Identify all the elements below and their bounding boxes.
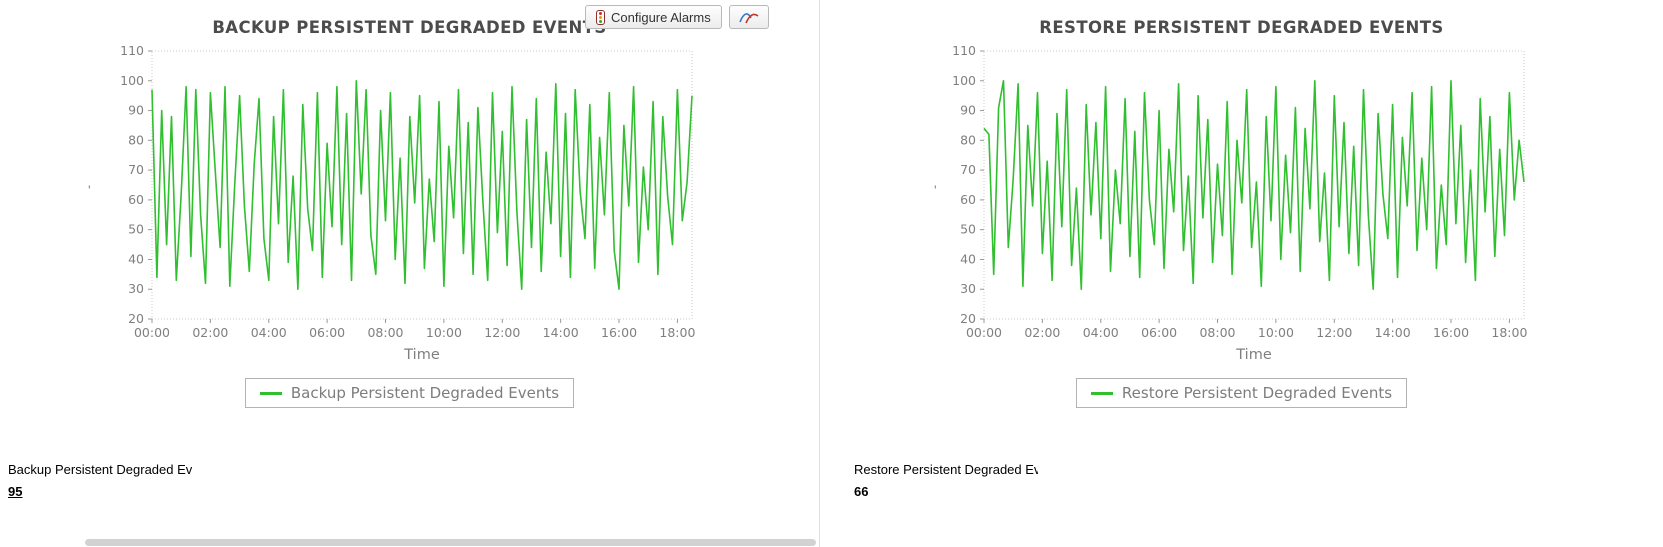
svg-text:30: 30 [128, 281, 144, 296]
svg-text:10:00: 10:00 [1258, 325, 1294, 340]
backup-footer-value-link[interactable]: 95 [8, 484, 23, 499]
svg-text:18:00: 18:00 [659, 325, 695, 340]
legend-label: Backup Persistent Degraded Events [290, 384, 560, 402]
restore-footer-value-link[interactable]: 66 [854, 484, 869, 499]
horizontal-scrollbar[interactable] [85, 539, 816, 546]
svg-text:30: 30 [960, 281, 976, 296]
svg-text:04:00: 04:00 [1083, 325, 1119, 340]
svg-text:08:00: 08:00 [1199, 325, 1235, 340]
y-axis-mark: ' [934, 182, 937, 198]
legend-line-swatch [1090, 391, 1113, 395]
chart-style-button[interactable] [728, 5, 769, 29]
svg-text:100: 100 [952, 73, 976, 88]
restore-chart-area: 20 30 40 50 60 70 80 90 100 110 00:00 02:00 04:00 06:… [820, 43, 1663, 370]
legend-line-swatch [259, 391, 282, 395]
y-axis-mark: ' [88, 182, 91, 198]
legend-box: Restore Persistent Degraded Events [1075, 378, 1408, 408]
line-chart-icon [738, 12, 759, 23]
svg-text:10:00: 10:00 [426, 325, 462, 340]
backup-chart-area: 20 30 40 50 60 70 80 90 100 110 00:00 02:00 04:00 06:… [0, 43, 819, 370]
traffic-light-icon [596, 9, 605, 25]
svg-text:40: 40 [128, 251, 144, 266]
svg-text:60: 60 [960, 192, 976, 207]
svg-text:110: 110 [120, 43, 144, 58]
restore-legend: Restore Persistent Degraded Events [820, 378, 1663, 408]
configure-alarms-label: Configure Alarms [611, 9, 711, 25]
svg-text:02:00: 02:00 [1024, 325, 1060, 340]
svg-text:14:00: 14:00 [543, 325, 579, 340]
backup-footer: Backup Persistent Degraded Ev 95 [8, 462, 192, 501]
svg-text:20: 20 [960, 311, 976, 326]
footer-column-label: Backup Persistent Degraded Ev [8, 462, 192, 477]
legend-label: Restore Persistent Degraded Events [1121, 384, 1393, 402]
svg-text:14:00: 14:00 [1375, 325, 1411, 340]
svg-text:70: 70 [128, 162, 144, 177]
restore-panel: RESTORE PERSISTENT DEGRADED EVENTS ' 20 3… [820, 0, 1663, 547]
backup-chart: 20 30 40 50 60 70 80 90 100 110 00:00 02:00 04:00 06:… [120, 43, 695, 363]
svg-text:60: 60 [128, 192, 144, 207]
svg-text:90: 90 [960, 103, 976, 118]
svg-text:Time: Time [1235, 347, 1272, 363]
svg-text:80: 80 [960, 132, 976, 147]
svg-text:06:00: 06:00 [309, 325, 345, 340]
footer-column-label: Restore Persistent Degraded Ev [854, 462, 1038, 477]
svg-text:02:00: 02:00 [192, 325, 228, 340]
svg-text:04:00: 04:00 [251, 325, 287, 340]
svg-text:16:00: 16:00 [1433, 325, 1469, 340]
restore-footer: Restore Persistent Degraded Ev 66 [854, 462, 1038, 501]
svg-text:20: 20 [128, 311, 144, 326]
svg-text:80: 80 [128, 132, 144, 147]
svg-text:12:00: 12:00 [1316, 325, 1352, 340]
svg-text:08:00: 08:00 [367, 325, 403, 340]
legend-box: Backup Persistent Degraded Events [244, 378, 575, 408]
svg-text:00:00: 00:00 [966, 325, 1002, 340]
backup-legend: Backup Persistent Degraded Events [0, 378, 819, 408]
svg-text:110: 110 [952, 43, 976, 58]
svg-text:100: 100 [120, 73, 144, 88]
svg-text:16:00: 16:00 [601, 325, 637, 340]
svg-text:50: 50 [128, 222, 144, 237]
svg-text:Time: Time [403, 347, 440, 363]
chart-toolbar: Configure Alarms [585, 5, 769, 29]
svg-text:50: 50 [960, 222, 976, 237]
restore-chart-title: RESTORE PERSISTENT DEGRADED EVENTS [1039, 18, 1444, 37]
svg-text:70: 70 [960, 162, 976, 177]
restore-chart: 20 30 40 50 60 70 80 90 100 110 00:00 02:00 04:00 06:… [952, 43, 1527, 363]
svg-text:12:00: 12:00 [484, 325, 520, 340]
svg-text:90: 90 [128, 103, 144, 118]
svg-text:18:00: 18:00 [1491, 325, 1527, 340]
svg-text:00:00: 00:00 [134, 325, 170, 340]
backup-panel: BACKUP PERSISTENT DEGRADED EVENTS ' 20 30… [0, 0, 820, 547]
configure-alarms-button[interactable]: Configure Alarms [585, 5, 722, 29]
svg-text:06:00: 06:00 [1141, 325, 1177, 340]
backup-chart-title: BACKUP PERSISTENT DEGRADED EVENTS [212, 18, 607, 37]
svg-text:40: 40 [960, 251, 976, 266]
